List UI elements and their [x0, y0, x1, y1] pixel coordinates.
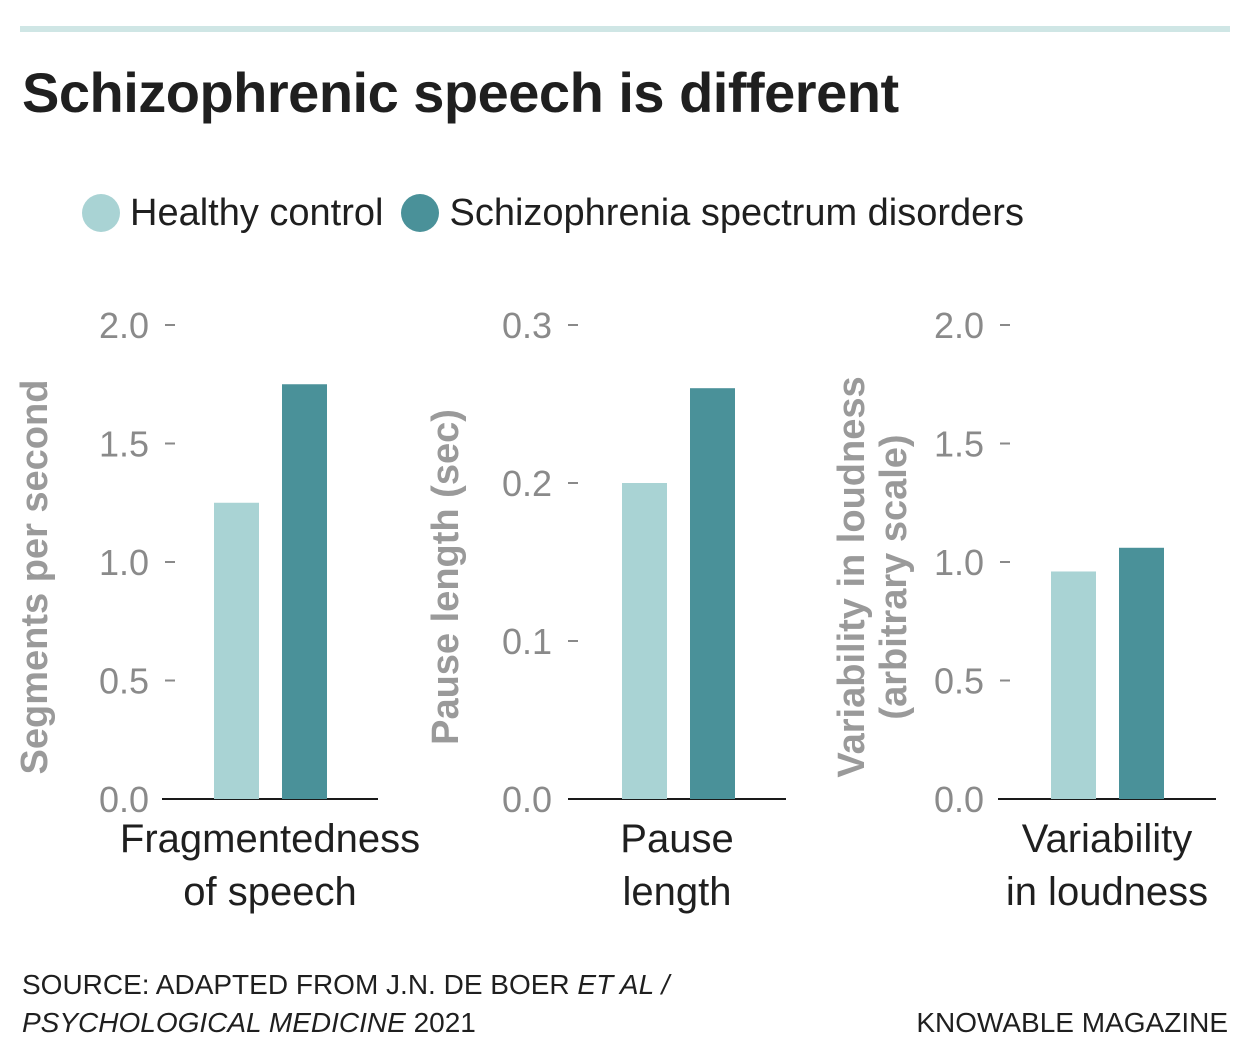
- chart-2-bar-healthy: [622, 483, 667, 799]
- chart-3-ylabel-line-2: (arbitrary scale): [873, 434, 915, 719]
- chart-2-ylabel-line-1: Pause length (sec): [425, 409, 467, 745]
- chart-title: Schizophrenic speech is different: [22, 61, 899, 124]
- chart-2-tick-label-2: 0.2: [502, 463, 552, 504]
- source-line1-plain: SOURCE: ADAPTED FROM J.N. DE BOER: [22, 969, 578, 1000]
- source-note: SOURCE: ADAPTED FROM J.N. DE BOER ET AL …: [22, 966, 669, 1042]
- chart-2-tick-label-1: 0.1: [502, 621, 552, 662]
- source-line2-italic: PSYCHOLOGICAL MEDICINE: [22, 1007, 406, 1038]
- legend-item-schizophrenia: Schizophrenia spectrum disorders: [401, 192, 1024, 235]
- chart-3-tick-label-0: 0.0: [934, 779, 984, 820]
- chart-2-bar-schizophrenia: [690, 388, 735, 799]
- top-rule: [20, 26, 1230, 32]
- chart-3-tick-label-1: 0.5: [934, 661, 984, 702]
- chart-2-tick-label-3: 0.3: [502, 305, 552, 346]
- chart-3-tick-label-2: 1.0: [934, 542, 984, 583]
- chart-1-tick-label-4: 2.0: [99, 305, 149, 346]
- chart-1-category-line-1: Fragmentedness: [120, 817, 420, 861]
- chart-1-ylabel-line-1: Segments per second: [14, 380, 56, 775]
- source-line1-italic: ET AL /: [577, 969, 670, 1000]
- chart-2-tick-label-0: 0.0: [502, 779, 552, 820]
- legend-label-schizophrenia: Schizophrenia spectrum disorders: [449, 191, 1024, 234]
- chart-1-tick-label-0: 0.0: [99, 779, 149, 820]
- chart-1-bar-healthy: [214, 502, 259, 799]
- legend-swatch-healthy: [82, 194, 120, 232]
- chart-2-category-line-2: length: [623, 870, 732, 914]
- chart-1-bar-schizophrenia: [282, 384, 327, 799]
- chart-2-category-line-1: Pause: [620, 817, 733, 861]
- legend-label-healthy: Healthy control: [130, 191, 384, 234]
- chart-3-bar-healthy: [1051, 571, 1096, 799]
- chart-3-bar-schizophrenia: [1119, 547, 1164, 799]
- chart-1-tick-label-3: 1.5: [99, 424, 149, 465]
- chart-1-tick-label-2: 1.0: [99, 542, 149, 583]
- chart-3-tick-label-3: 1.5: [934, 424, 984, 465]
- chart-1-tick-label-1: 0.5: [99, 661, 149, 702]
- legend-swatch-schizophrenia: [401, 194, 440, 232]
- chart-3-category-line-2: in loudness: [1006, 870, 1208, 914]
- credit: KNOWABLE MAGAZINE: [916, 1007, 1228, 1038]
- charts-area: 0.0 0.5 1.0 1.5 2.0 Segments per second Fragme…: [14, 305, 1216, 914]
- chart-3-category-line-1: Variability: [1022, 817, 1192, 861]
- chart-1-category-line-2: of speech: [183, 870, 356, 914]
- source-line2-plain: 2021: [405, 1007, 476, 1038]
- chart-3-ylabel-line-1: Variability in loudness: [831, 376, 873, 777]
- legend: Healthy control Schizophrenia spectrum d…: [82, 188, 1042, 238]
- chart-3-tick-label-4: 2.0: [934, 305, 984, 346]
- legend-item-healthy: Healthy control: [82, 192, 383, 235]
